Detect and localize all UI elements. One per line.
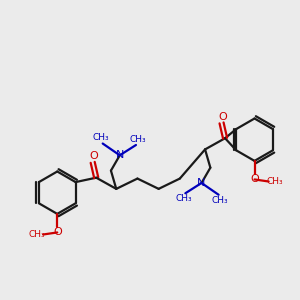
- Text: N: N: [197, 178, 206, 188]
- Text: O: O: [250, 174, 259, 184]
- Text: O: O: [90, 152, 98, 161]
- Text: CH₃: CH₃: [212, 196, 228, 205]
- Text: O: O: [219, 112, 227, 122]
- Text: CH₃: CH₃: [28, 230, 45, 239]
- Text: O: O: [53, 227, 62, 237]
- Text: CH₃: CH₃: [93, 133, 110, 142]
- Text: CH₃: CH₃: [176, 194, 192, 203]
- Text: CH₃: CH₃: [129, 135, 146, 144]
- Text: CH₃: CH₃: [267, 177, 284, 186]
- Text: N: N: [116, 150, 124, 160]
